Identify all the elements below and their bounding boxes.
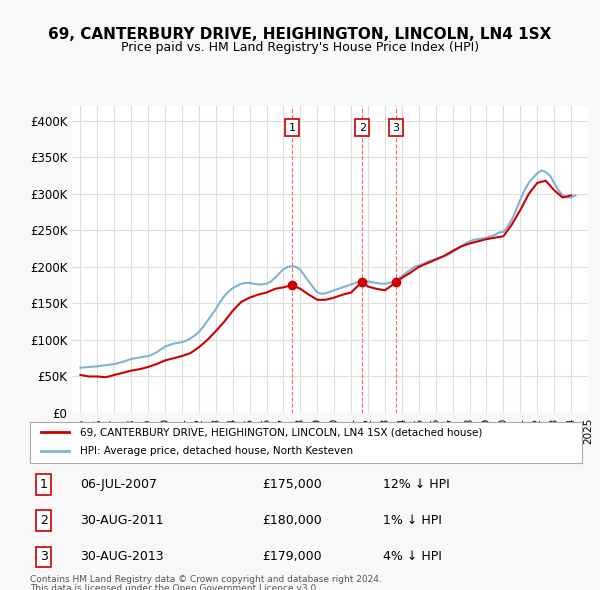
Text: 30-AUG-2013: 30-AUG-2013: [80, 550, 163, 563]
Text: £179,000: £179,000: [262, 550, 322, 563]
Text: HPI: Average price, detached house, North Kesteven: HPI: Average price, detached house, Nort…: [80, 446, 353, 455]
Text: 3: 3: [40, 550, 48, 563]
Text: 69, CANTERBURY DRIVE, HEIGHINGTON, LINCOLN, LN4 1SX: 69, CANTERBURY DRIVE, HEIGHINGTON, LINCO…: [49, 27, 551, 41]
Text: 4% ↓ HPI: 4% ↓ HPI: [383, 550, 442, 563]
Text: Contains HM Land Registry data © Crown copyright and database right 2024.: Contains HM Land Registry data © Crown c…: [30, 575, 382, 584]
Text: £175,000: £175,000: [262, 478, 322, 491]
Text: 69, CANTERBURY DRIVE, HEIGHINGTON, LINCOLN, LN4 1SX (detached house): 69, CANTERBURY DRIVE, HEIGHINGTON, LINCO…: [80, 427, 482, 437]
Text: 3: 3: [392, 123, 400, 133]
Text: 30-AUG-2011: 30-AUG-2011: [80, 514, 163, 527]
Text: 1: 1: [40, 478, 48, 491]
Text: 12% ↓ HPI: 12% ↓ HPI: [383, 478, 450, 491]
Text: 06-JUL-2007: 06-JUL-2007: [80, 478, 157, 491]
Text: 1: 1: [289, 123, 296, 133]
Text: 2: 2: [359, 123, 366, 133]
Text: £180,000: £180,000: [262, 514, 322, 527]
Text: 2: 2: [40, 514, 48, 527]
Text: 1% ↓ HPI: 1% ↓ HPI: [383, 514, 442, 527]
Text: This data is licensed under the Open Government Licence v3.0.: This data is licensed under the Open Gov…: [30, 584, 319, 590]
Text: Price paid vs. HM Land Registry's House Price Index (HPI): Price paid vs. HM Land Registry's House …: [121, 41, 479, 54]
